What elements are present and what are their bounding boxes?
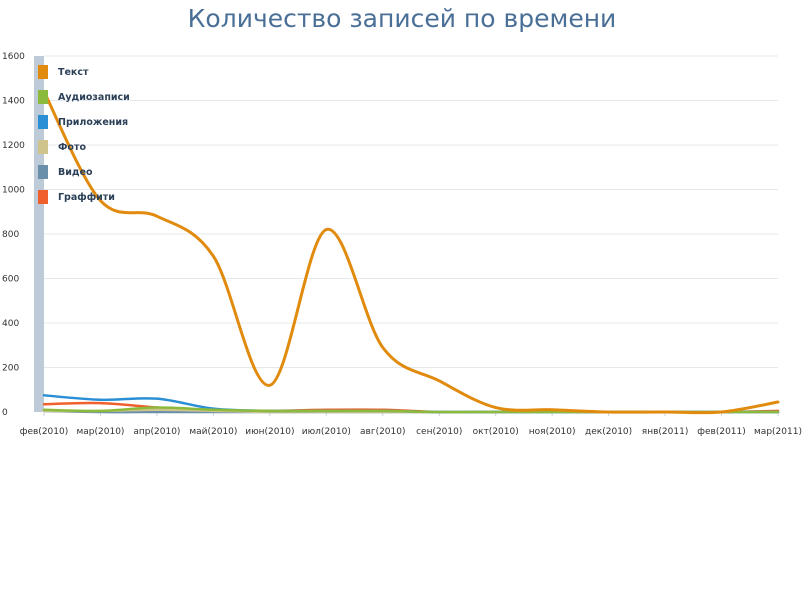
x-tick-label: май(2010) — [189, 427, 237, 437]
data-point — [43, 394, 45, 396]
legend-label: Приложения — [58, 117, 128, 128]
data-point — [438, 411, 440, 413]
series-line-1 — [42, 90, 780, 415]
legend-label: Текст — [58, 67, 89, 78]
y-tick-label: 1600 — [2, 52, 25, 62]
data-point — [99, 399, 101, 401]
data-point — [156, 407, 158, 409]
legend-label: Граффити — [58, 192, 115, 203]
data-point — [495, 411, 497, 413]
legend-swatch — [38, 140, 48, 154]
legend-swatch — [38, 190, 48, 204]
legend-swatch — [38, 115, 48, 129]
data-point — [325, 229, 327, 231]
data-point — [43, 409, 45, 411]
legend-label: Видео — [58, 167, 93, 178]
data-point — [495, 407, 497, 409]
data-point — [608, 411, 610, 413]
x-tick-label: авг(2010) — [360, 427, 405, 437]
data-point — [438, 380, 440, 382]
series-lines — [42, 90, 780, 415]
legend-label: Фото — [58, 142, 86, 153]
y-tick-label: 1200 — [2, 141, 25, 151]
data-point — [212, 255, 214, 257]
data-point — [156, 411, 158, 413]
data-point — [382, 410, 384, 412]
data-point — [551, 409, 553, 411]
legend-swatch — [38, 90, 48, 104]
legend: Текст Аудиозаписи Приложения Фото Видео Графф… — [38, 65, 130, 204]
data-point — [325, 410, 327, 412]
x-tick-label: сен(2010) — [416, 427, 462, 437]
y-tick-label: 200 — [2, 364, 19, 374]
data-point — [156, 398, 158, 400]
y-tick-label: 1000 — [2, 186, 25, 196]
legend-swatch — [38, 65, 48, 79]
chart-title: Количество записей по времени — [187, 4, 617, 33]
x-tick-label: ноя(2010) — [529, 427, 576, 437]
data-point — [664, 411, 666, 413]
data-point — [777, 401, 779, 403]
x-tick-label: апр(2010) — [133, 427, 180, 437]
legend-swatch — [38, 165, 48, 179]
y-axis-bar — [34, 56, 44, 412]
x-tick-label: июн(2010) — [245, 427, 294, 437]
x-tick-label: мар(2011) — [754, 427, 802, 437]
data-point — [382, 346, 384, 348]
data-point — [269, 410, 271, 412]
y-tick-label: 800 — [2, 230, 19, 240]
data-point — [212, 409, 214, 411]
x-tick-labels: фев(2010) мар(2010) апр(2010) май(2010) июн(… — [20, 427, 802, 437]
y-tick-label: 600 — [2, 275, 19, 285]
y-tick-label: 0 — [2, 408, 8, 418]
data-point — [777, 411, 779, 413]
x-tick-label: дек(2010) — [585, 427, 632, 437]
x-tick-label: фев(2010) — [20, 427, 68, 437]
data-point — [269, 384, 271, 386]
x-tick-label: июл(2010) — [302, 427, 351, 437]
data-point — [99, 410, 101, 412]
data-point — [721, 411, 723, 413]
data-point — [43, 403, 45, 405]
x-tick-label: янв(2011) — [642, 427, 689, 437]
x-tick-label: мар(2010) — [76, 427, 124, 437]
y-tick-label: 1400 — [2, 97, 25, 107]
data-point — [156, 409, 158, 411]
x-tick-label: окт(2010) — [473, 427, 519, 437]
grid — [43, 55, 779, 416]
y-tick-labels: 0 200 400 600 800 1000 1200 1400 1600 — [2, 52, 25, 418]
legend-label: Аудиозаписи — [58, 92, 130, 103]
y-tick-label: 400 — [2, 319, 19, 329]
data-point — [156, 215, 158, 217]
data-point — [99, 402, 101, 404]
x-tick-label: фев(2011) — [697, 427, 745, 437]
